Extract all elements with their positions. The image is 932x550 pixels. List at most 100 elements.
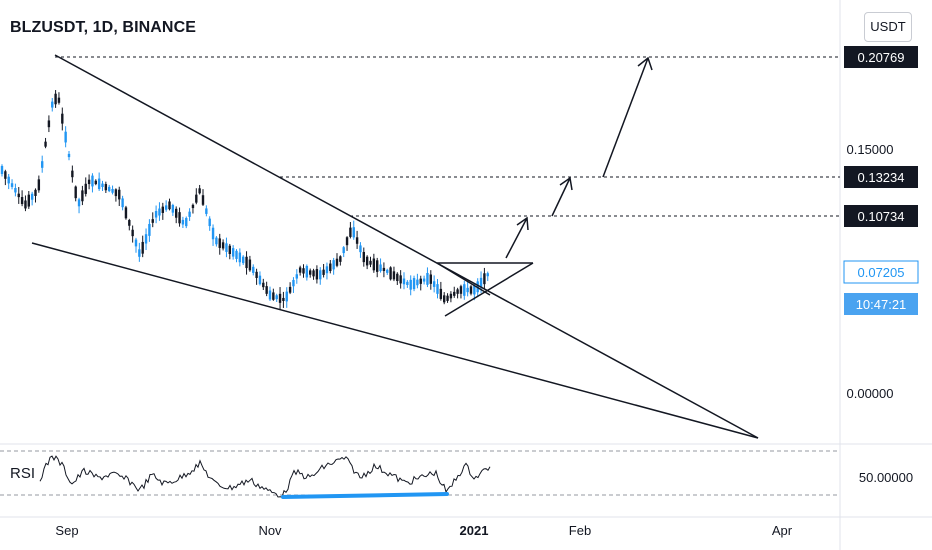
candle-body — [262, 282, 265, 288]
candle-body — [372, 258, 376, 271]
candle-body — [278, 293, 282, 303]
candle-body — [0, 165, 4, 175]
candle-body — [84, 183, 87, 194]
candle-body — [255, 271, 258, 278]
candle-body — [389, 267, 392, 280]
candle-body — [64, 131, 67, 143]
badge-countdown-label: 10:47:21 — [856, 297, 907, 312]
candle-body — [67, 153, 71, 158]
candle-body — [47, 120, 51, 128]
candle-body — [148, 223, 151, 236]
candle-body — [365, 256, 369, 266]
candle-body — [37, 179, 41, 191]
candle-body — [20, 197, 24, 205]
candle-body — [154, 211, 158, 218]
candle-body — [282, 297, 285, 301]
candle-body — [51, 101, 54, 108]
candle-body — [101, 183, 104, 188]
candle-body — [238, 252, 242, 263]
candle-body — [335, 258, 339, 266]
candle-body — [382, 267, 386, 272]
candle-body — [359, 245, 362, 253]
candle-body — [416, 279, 419, 286]
candle-body — [312, 270, 315, 277]
candle-body — [245, 256, 248, 269]
candle-body — [218, 238, 221, 248]
candle-body — [399, 275, 402, 284]
candle-body — [97, 178, 101, 190]
time-tick-nov: Nov — [258, 523, 282, 538]
candle-body — [332, 260, 335, 270]
candle-body — [443, 295, 446, 303]
wedge-upper-line — [54, 54, 759, 439]
symbol-title: BLZUSDT, 1D, BINANCE — [10, 19, 197, 36]
candle-body — [412, 278, 416, 290]
candle-body — [77, 199, 81, 207]
candle-body — [185, 218, 188, 227]
candle-body — [483, 273, 486, 285]
candle-body — [419, 278, 422, 284]
candle-body — [352, 227, 355, 238]
triangle-lower-leg — [444, 262, 534, 317]
candle-body — [191, 204, 195, 209]
candle-body — [24, 200, 27, 209]
candle-body — [114, 189, 118, 197]
badge-0-20769-label: 0.20769 — [858, 50, 905, 65]
triangle-upper-leg — [436, 262, 491, 296]
candle-body — [272, 292, 275, 300]
candle-body — [144, 234, 148, 244]
candle-body — [429, 274, 432, 284]
candle-body — [215, 237, 218, 245]
candle-body — [188, 211, 191, 217]
candles — [0, 90, 489, 310]
badge-0-20769 — [844, 46, 918, 68]
candle-body — [463, 284, 466, 296]
candle-body — [151, 219, 154, 223]
candle-body — [339, 256, 342, 262]
candle-body — [268, 290, 272, 300]
candle-body — [195, 194, 198, 203]
candle-body — [7, 176, 10, 184]
badge-last-price — [843, 260, 919, 284]
candle-body — [44, 141, 47, 147]
candle-body — [164, 205, 168, 210]
candle-body — [108, 186, 111, 192]
candle-body — [439, 288, 443, 299]
target-arrows — [505, 56, 653, 259]
candle-body — [27, 194, 30, 207]
candle-body — [459, 286, 463, 294]
badge-0-13234 — [844, 166, 918, 188]
candle-body — [406, 281, 409, 285]
candle-body — [138, 249, 141, 257]
badge-countdown — [844, 293, 918, 315]
time-tick-sep: Sep — [55, 523, 78, 538]
candle-body — [111, 188, 114, 193]
candle-body — [71, 170, 74, 178]
candle-body — [74, 186, 77, 199]
candle-body — [345, 237, 349, 246]
candle-body — [453, 291, 456, 296]
currency-button[interactable]: USDT — [864, 12, 912, 42]
candle-body — [41, 161, 44, 168]
candle-body — [34, 189, 37, 196]
candle-body — [292, 279, 295, 287]
candle-body — [91, 175, 94, 187]
candle-body — [121, 198, 124, 208]
candle-body — [469, 286, 473, 294]
candle-body — [319, 270, 322, 280]
candle-body — [396, 273, 399, 282]
candle-body — [379, 264, 382, 272]
candle-body — [315, 269, 319, 280]
candle-body — [369, 260, 372, 265]
candle-body — [231, 248, 235, 257]
candle-body — [248, 259, 252, 271]
wedge-lower-line — [31, 242, 759, 439]
candle-body — [329, 263, 332, 272]
candle-body — [252, 266, 255, 273]
candle-body — [128, 220, 131, 226]
candle-body — [104, 184, 108, 191]
candle-body — [486, 273, 489, 277]
candle-body — [235, 250, 238, 259]
candle-body — [302, 268, 305, 274]
